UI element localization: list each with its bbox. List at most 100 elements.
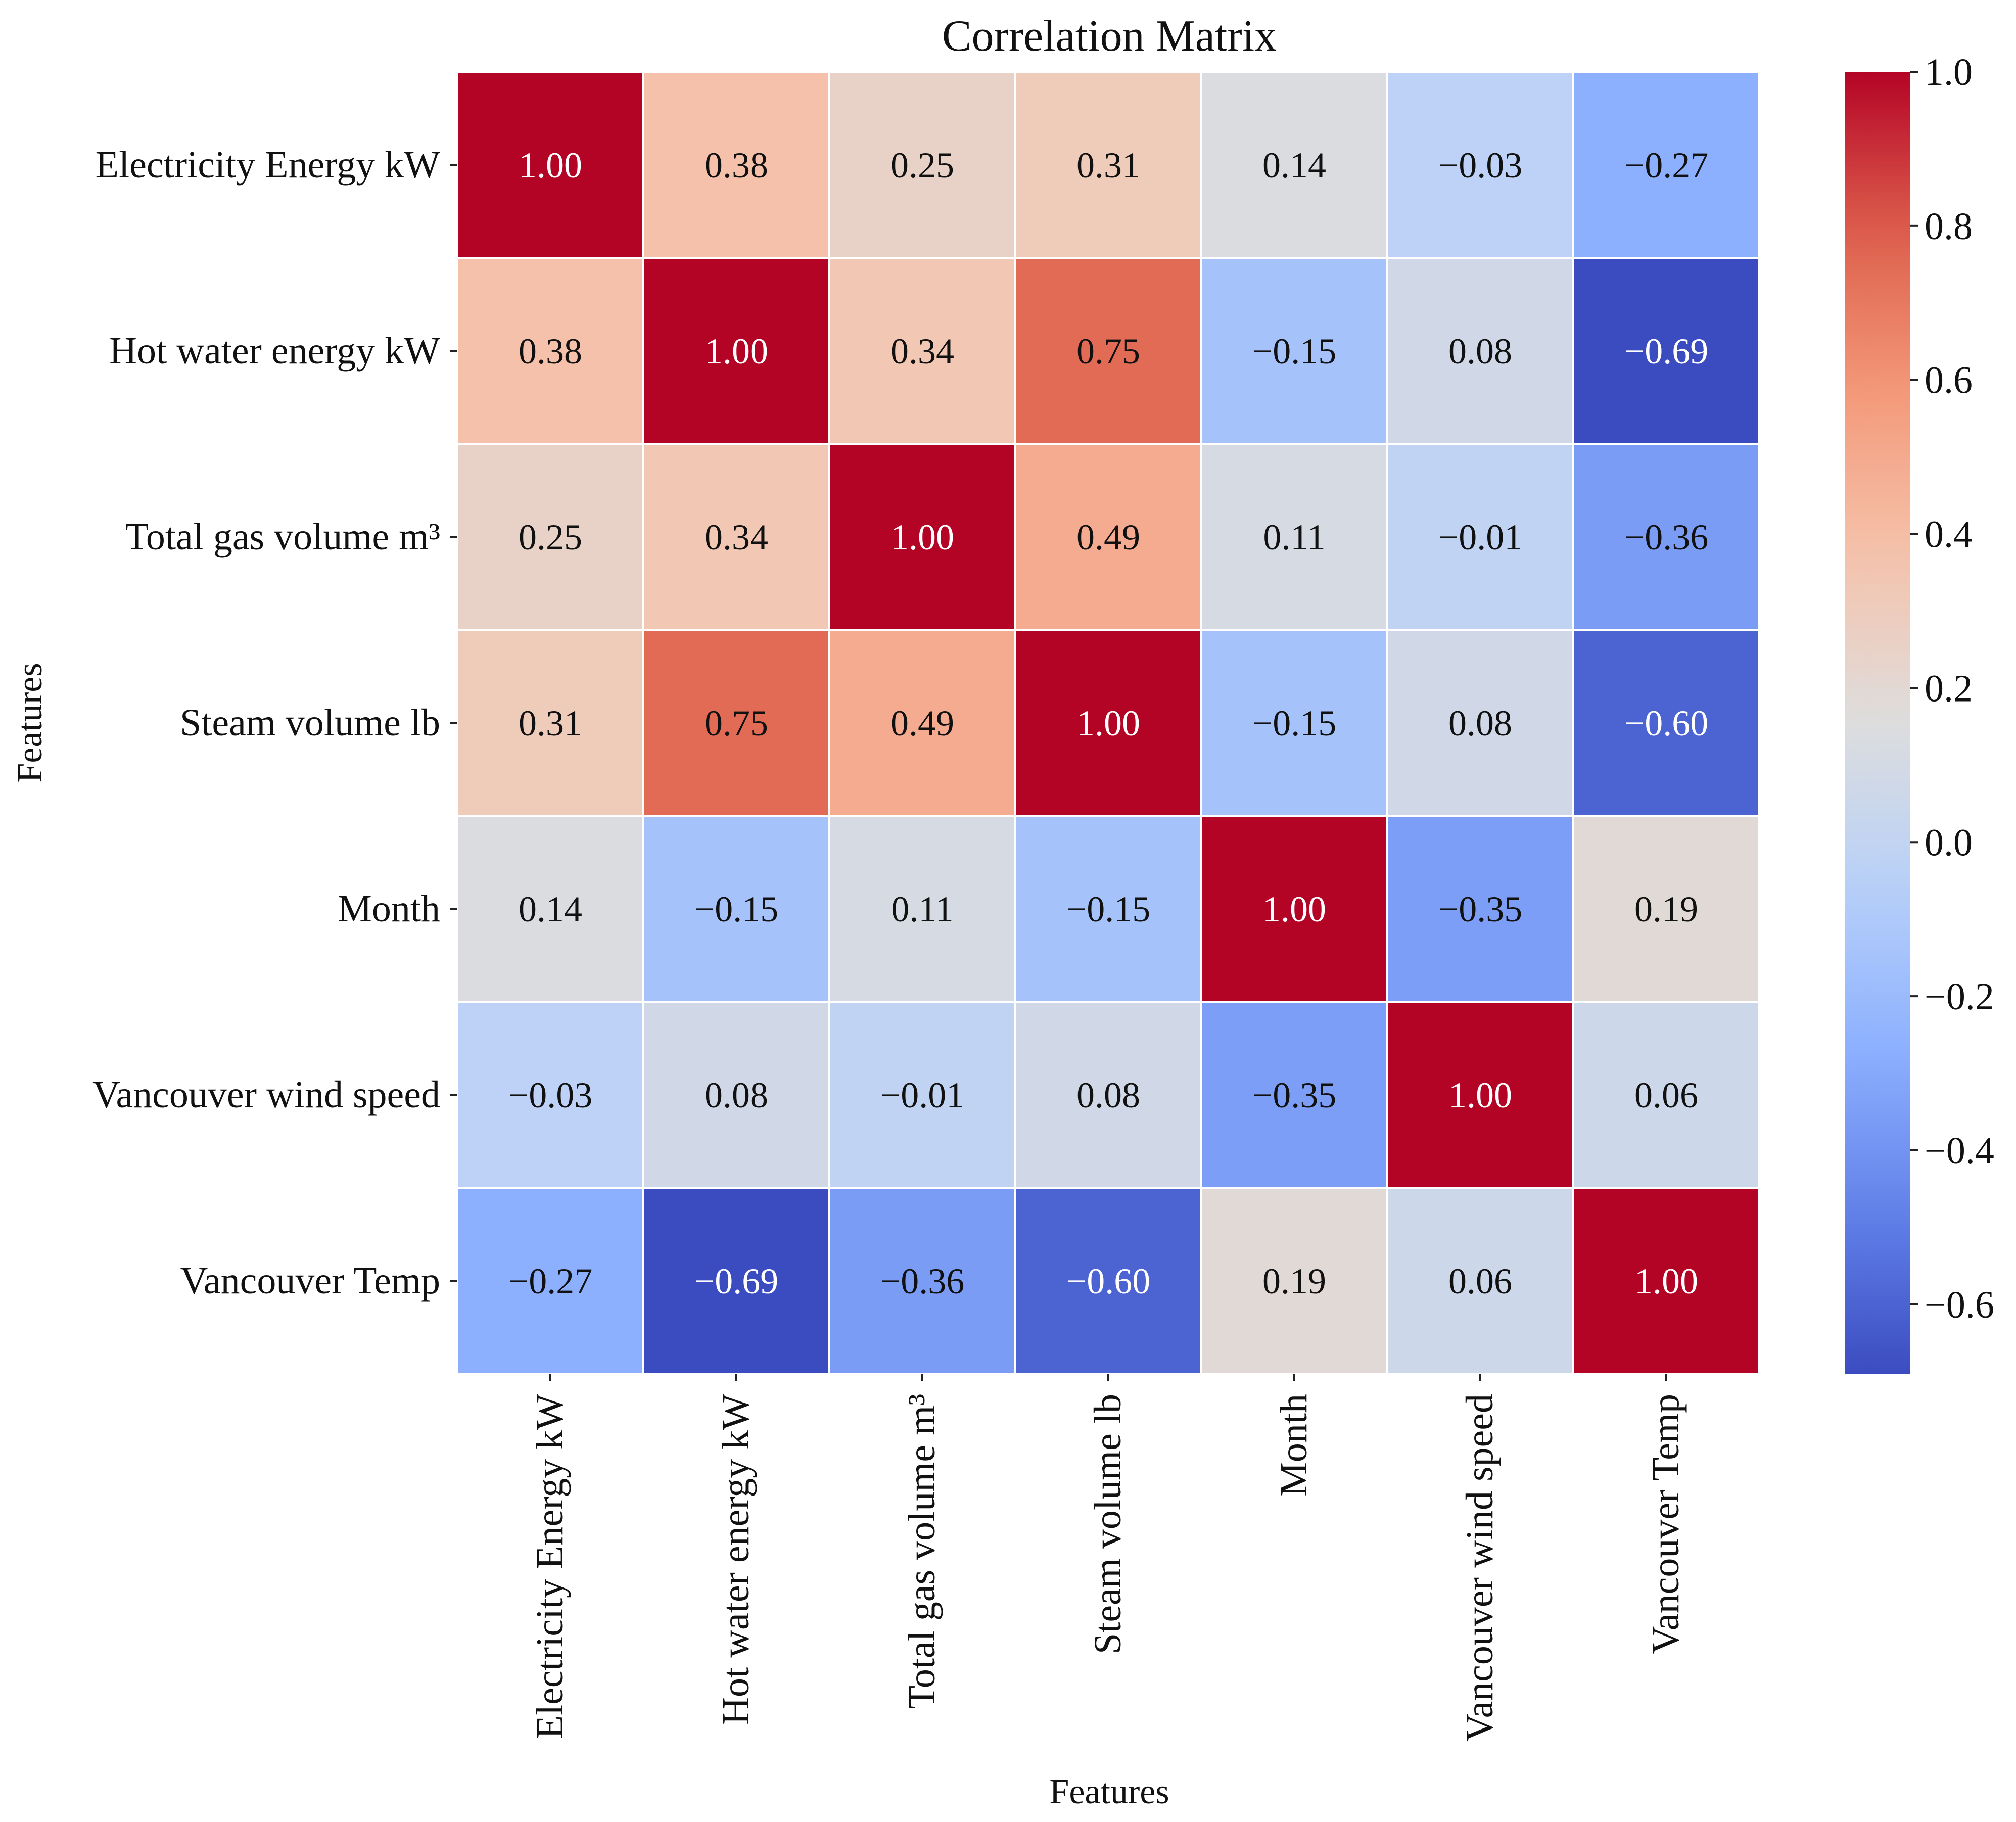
heatmap-cell-r3-c1 — [642, 629, 830, 817]
heatmap-cell-r4-c0 — [456, 815, 644, 1003]
heatmap-cell-r0-c1 — [642, 71, 830, 259]
x-tick-label-month: Month — [1273, 1394, 1315, 1497]
heatmap-cell-r0-c2 — [828, 71, 1016, 259]
cell-value-r5-c4: −0.35 — [1252, 1075, 1337, 1115]
y-tick-label-steam-volume-lb: Steam volume lb — [180, 702, 440, 744]
cell-value-r1-c4: −0.15 — [1252, 331, 1337, 371]
heatmap-cell-r5-c6 — [1572, 1001, 1760, 1189]
cell-value-r2-c6: −0.36 — [1624, 517, 1709, 557]
colorbar-tick-label-3: 0.4 — [1925, 513, 1973, 556]
cell-value-r1-c2: 0.34 — [890, 331, 954, 371]
heatmap-cell-r0-c5 — [1386, 71, 1574, 259]
cell-value-r6-c4: 0.19 — [1262, 1261, 1326, 1301]
heatmap-cell-r2-c3 — [1014, 443, 1202, 631]
colorbar-tick-label-0: 1.0 — [1925, 51, 1973, 94]
y-tick-label-total-gas-volume-m: Total gas volume m³ — [125, 516, 440, 558]
cell-value-r5-c3: 0.08 — [1076, 1075, 1140, 1115]
cell-value-r4-c1: −0.15 — [694, 889, 779, 929]
heatmap-cell-r2-c0 — [456, 443, 644, 631]
cell-value-r0-c5: −0.03 — [1438, 145, 1523, 185]
cell-value-r2-c0: 0.25 — [519, 517, 582, 557]
heatmap-cell-r1-c5 — [1386, 257, 1574, 445]
cell-value-r3-c0: 0.31 — [519, 703, 582, 743]
x-tick-label-hot-water-energy-kw: Hot water energy kW — [715, 1394, 757, 1725]
cell-value-r3-c4: −0.15 — [1252, 703, 1337, 743]
cell-value-r1-c1: 1.00 — [705, 331, 768, 371]
heatmap-cell-r6-c5 — [1386, 1187, 1574, 1375]
heatmap-cell-r1-c4 — [1200, 257, 1388, 445]
heatmap-cell-r1-c6 — [1572, 257, 1760, 445]
x-tick-label-vancouver-wind-speed: Vancouver wind speed — [1459, 1394, 1501, 1742]
colorbar-tick-label-1: 0.8 — [1925, 205, 1973, 248]
cell-value-r0-c3: 0.31 — [1076, 145, 1140, 185]
heatmap-cell-r2-c4 — [1200, 443, 1388, 631]
x-axis-title: Features — [1049, 1772, 1169, 1811]
cell-value-r6-c0: −0.27 — [508, 1261, 593, 1301]
cell-value-r3-c3: 1.00 — [1076, 703, 1140, 743]
cell-value-r2-c3: 0.49 — [1076, 517, 1140, 557]
heatmap-cell-r4-c2 — [828, 815, 1016, 1003]
heatmap-cell-r2-c6 — [1572, 443, 1760, 631]
colorbar-tick-label-6: −0.2 — [1925, 975, 1994, 1018]
colorbar-ticks: 1.0 0.8 0.6 0.4 0.2 0.0 −0.2 −0.4 −0.6 — [1910, 51, 1994, 1326]
heatmap-cell-r0-c3 — [1014, 71, 1202, 259]
colorbar-tick-label-5: 0.0 — [1925, 821, 1973, 864]
colorbar-tick-label-7: −0.4 — [1925, 1130, 1994, 1172]
x-tick-label-vancouver-temp: Vancouver Temp — [1645, 1394, 1687, 1654]
heatmap-cell-r5-c4 — [1200, 1001, 1388, 1189]
colorbar-tick-label-2: 0.6 — [1925, 359, 1973, 402]
heatmap-cell-r4-c6 — [1572, 815, 1760, 1003]
heatmap-cell-r0-c4 — [1200, 71, 1388, 259]
cell-value-r1-c3: 0.75 — [1076, 331, 1140, 371]
colorbar-tick-label-4: 0.2 — [1925, 667, 1973, 710]
x-tick-label-steam-volume-lb: Steam volume lb — [1087, 1394, 1129, 1654]
cell-value-r0-c4: 0.14 — [1262, 145, 1326, 185]
heatmap-cell-r5-c3 — [1014, 1001, 1202, 1189]
cell-value-r2-c5: −0.01 — [1438, 517, 1523, 557]
cell-value-r0-c1: 0.38 — [705, 145, 768, 185]
y-tick-label-hot-water-energy-kw: Hot water energy kW — [109, 330, 440, 372]
cell-value-r4-c0: 0.14 — [519, 889, 582, 929]
cell-value-r3-c5: 0.08 — [1448, 703, 1512, 743]
cell-value-r1-c0: 0.38 — [519, 331, 582, 371]
cell-value-r4-c3: −0.15 — [1066, 889, 1151, 929]
y-tick-label-month: Month — [338, 887, 440, 930]
heatmap-cell-r3-c0 — [456, 629, 644, 817]
cell-value-r3-c6: −0.60 — [1624, 703, 1709, 743]
y-axis-title: Features — [11, 663, 50, 782]
cell-value-r4-c5: −0.35 — [1438, 889, 1523, 929]
colorbar-tick-label-8: −0.6 — [1925, 1284, 1994, 1326]
y-tick-label-vancouver-wind-speed: Vancouver wind speed — [92, 1073, 440, 1116]
heatmap-cell-r6-c2 — [828, 1187, 1016, 1375]
heatmap-cell-r6-c3 — [1014, 1187, 1202, 1375]
cell-value-r6-c1: −0.69 — [694, 1261, 779, 1301]
heatmap-cells: 1.00 0.38 0.25 0.31 0.14 −0.03 −0.27 0.38 1.00 0.… — [456, 71, 1760, 1375]
cell-value-r5-c2: −0.01 — [880, 1075, 965, 1115]
x-tick-label-electricity-energy-kw: Electricity Energy kW — [529, 1394, 571, 1739]
chart-title: Correlation Matrix — [942, 12, 1277, 61]
cell-value-r4-c2: 0.11 — [891, 889, 953, 929]
x-axis-ticks: Electricity Energy kW Hot water energy kW… — [529, 1374, 1687, 1742]
cell-value-r5-c6: 0.06 — [1634, 1075, 1698, 1115]
cell-value-r0-c2: 0.25 — [890, 145, 954, 185]
cell-value-r6-c6: 1.00 — [1634, 1261, 1698, 1301]
colorbar: 1.0 0.8 0.6 0.4 0.2 0.0 −0.2 −0.4 −0.6 — [1845, 51, 1994, 1374]
cell-value-r5-c5: 1.00 — [1448, 1075, 1512, 1115]
y-axis-ticks: Electricity Energy kW Hot water energy kW… — [92, 144, 457, 1302]
heatmap-cell-r3-c5 — [1386, 629, 1574, 817]
cell-value-r5-c0: −0.03 — [508, 1075, 593, 1115]
cell-value-r6-c2: −0.36 — [880, 1261, 965, 1301]
cell-value-r2-c4: 0.11 — [1263, 517, 1325, 557]
y-tick-label-electricity-energy-kw: Electricity Energy kW — [96, 144, 441, 186]
cell-value-r1-c6: −0.69 — [1624, 331, 1709, 371]
colorbar-gradient — [1845, 72, 1910, 1374]
heatmap-cell-r5-c0 — [456, 1001, 644, 1189]
heatmap-cell-r6-c0 — [456, 1187, 644, 1375]
cell-value-r1-c5: 0.08 — [1448, 331, 1512, 371]
heatmap-cell-r1-c2 — [828, 257, 1016, 445]
cell-value-r5-c1: 0.08 — [705, 1075, 768, 1115]
cell-value-r4-c6: 0.19 — [1634, 889, 1698, 929]
cell-value-r2-c2: 1.00 — [890, 517, 954, 557]
heatmap-cell-r6-c6 — [1572, 1187, 1760, 1375]
